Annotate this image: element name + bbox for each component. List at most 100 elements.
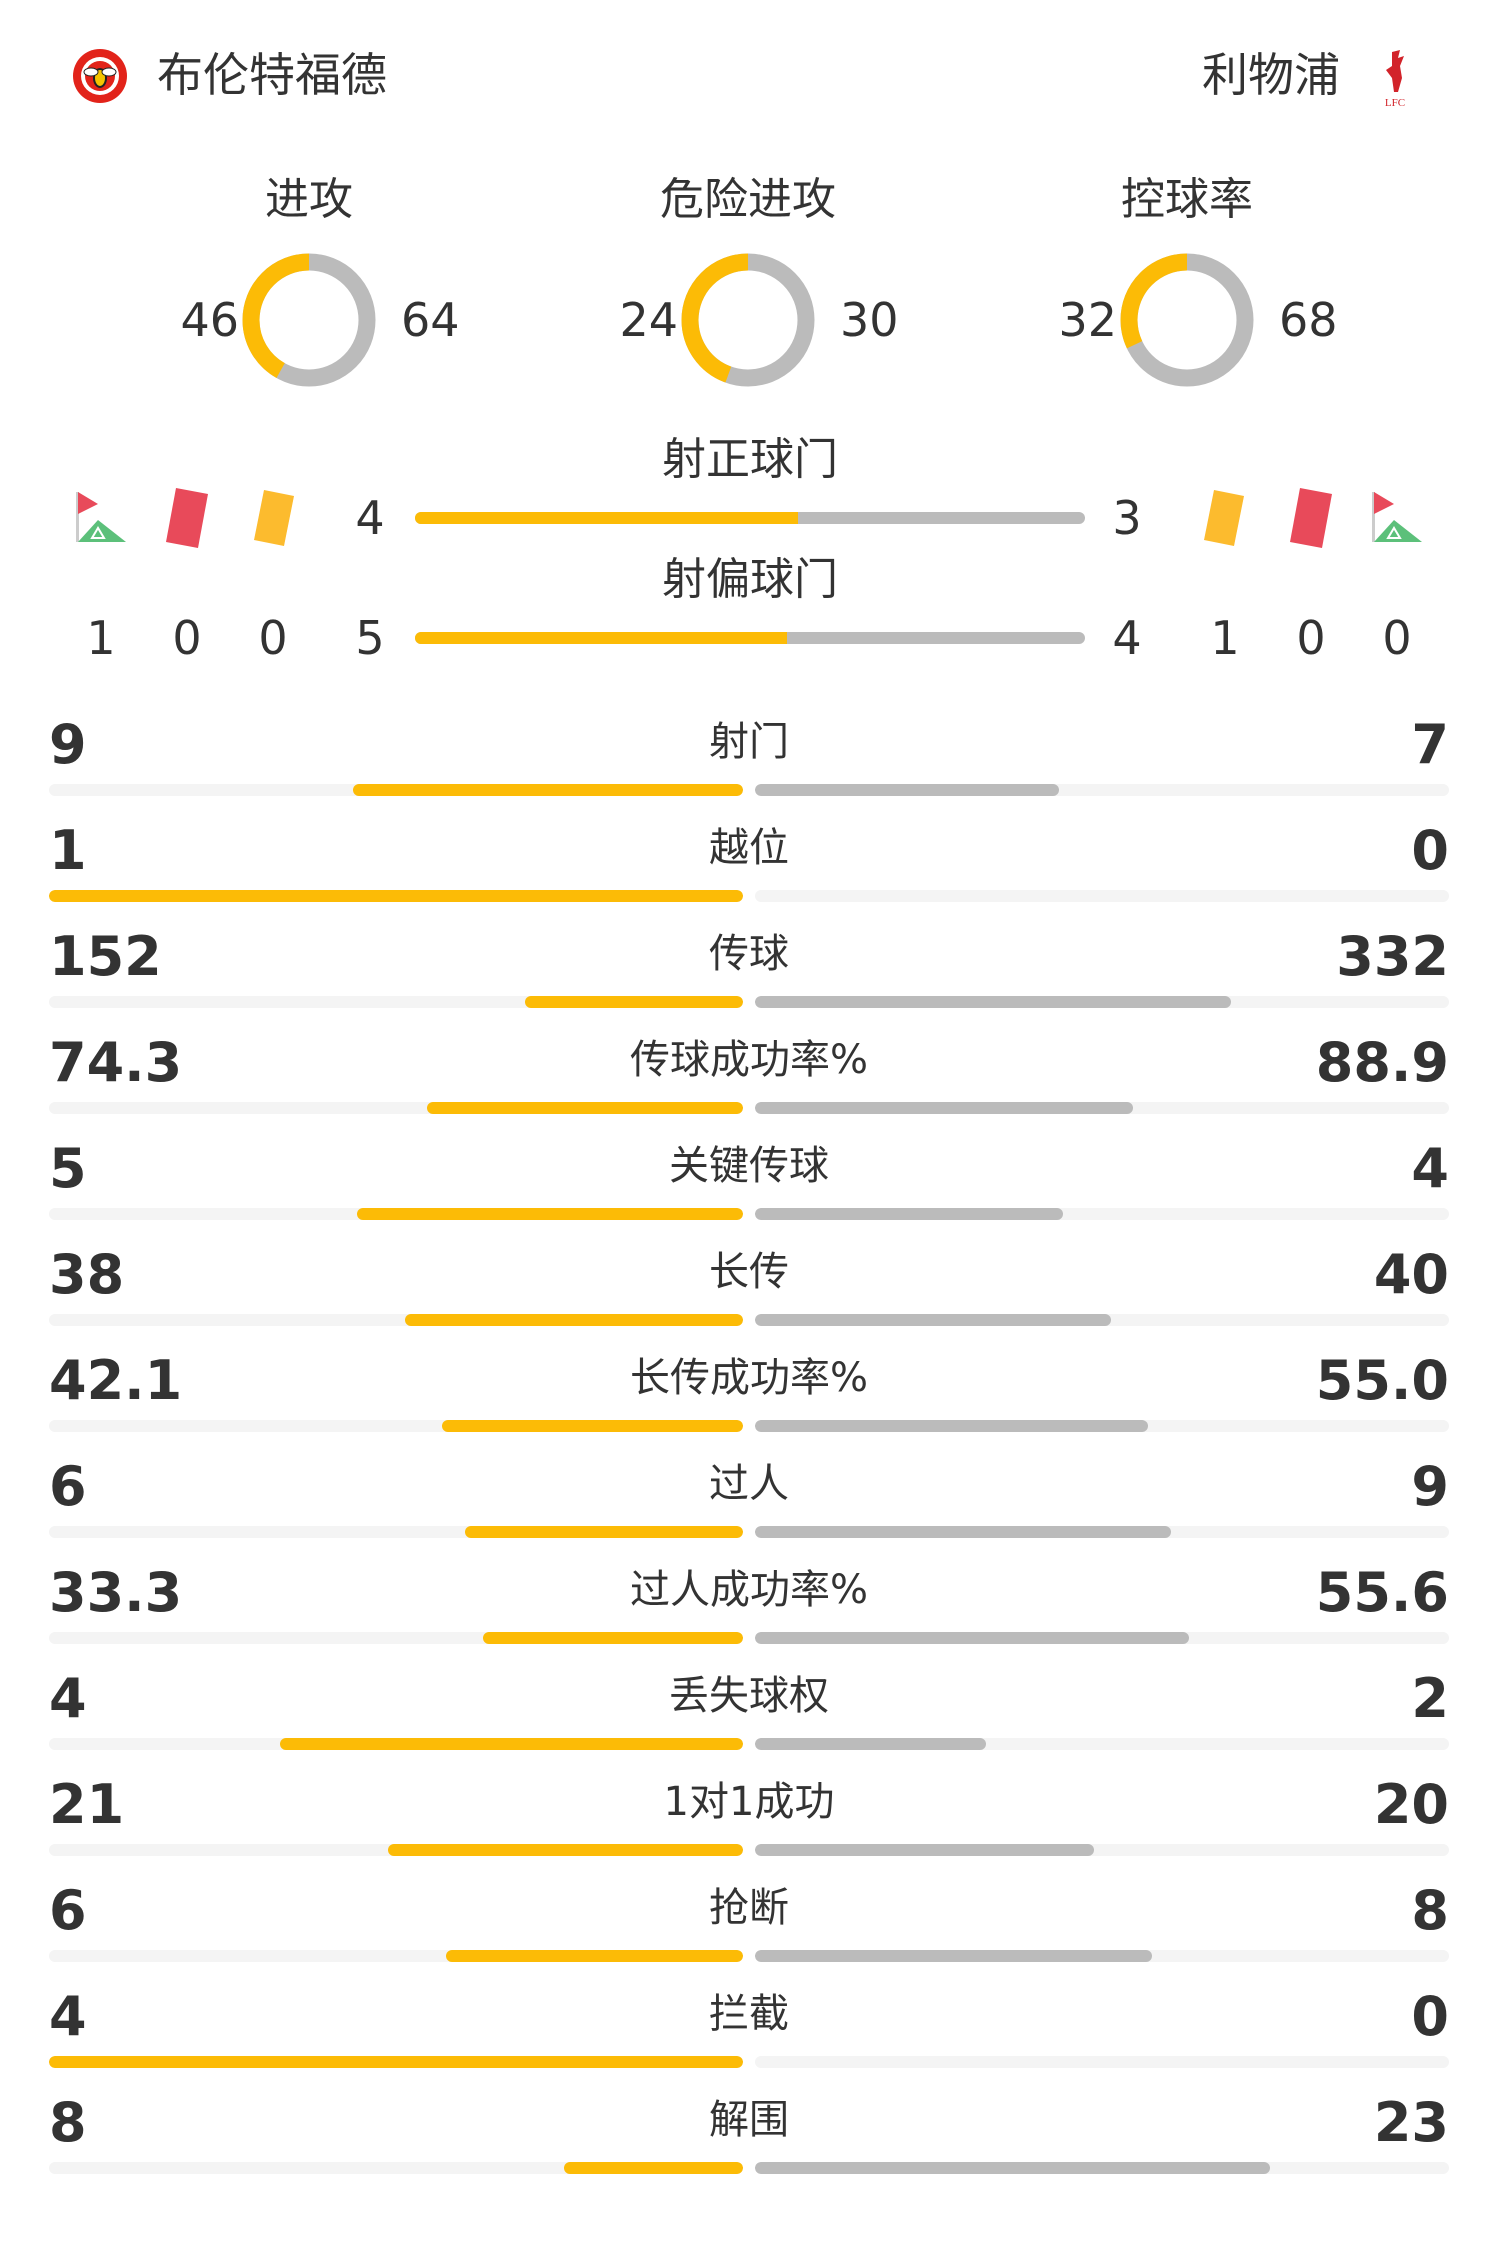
stat-label: 传球 (709, 931, 789, 977)
home-corners-count: 1 (86, 611, 116, 665)
shots-on-target-bar (415, 512, 1085, 524)
donut-away-value: 68 (1279, 293, 1338, 347)
stat-away-track (755, 1950, 1449, 1962)
stat-away-bar (755, 1314, 1111, 1326)
donut-chart (1120, 253, 1254, 387)
stat-away-bar (755, 784, 1059, 796)
stat-home-value: 6 (49, 1879, 87, 1942)
away-yellow-card-icon (1200, 488, 1248, 552)
donut-title: 危险进攻 (660, 174, 836, 225)
stat-label: 解围 (709, 2097, 789, 2143)
donut-home-arc (242, 253, 376, 387)
stat-label: 过人成功率% (629, 1567, 868, 1613)
stat-away-value: 55.0 (1315, 1349, 1449, 1412)
stat-home-value: 9 (49, 713, 87, 776)
stat-away-track (755, 1738, 1449, 1750)
stat-row: 42.1 长传成功率% 55.0 (49, 1346, 1449, 1452)
stat-away-value: 0 (1411, 819, 1449, 882)
stat-label: 丢失球权 (669, 1673, 829, 1719)
stat-home-track (49, 784, 743, 796)
home-corner-icon (74, 490, 128, 548)
stat-away-value: 9 (1411, 1455, 1449, 1518)
stat-row: 21 1对1成功 20 (49, 1770, 1449, 1876)
donut-title: 控球率 (1121, 174, 1253, 225)
stat-row: 152 传球 332 (49, 922, 1449, 1028)
stat-away-track (755, 2056, 1449, 2068)
donut-home-value: 46 (180, 293, 239, 347)
donut-away-value: 64 (401, 293, 460, 347)
stat-row: 8 解围 23 (49, 2088, 1449, 2194)
stat-home-track (49, 1102, 743, 1114)
shots-on-target-home-fill (415, 512, 798, 524)
stat-away-track (755, 996, 1449, 1008)
shots-off-target-home-fill (415, 632, 788, 644)
stat-home-bar (280, 1738, 743, 1750)
stat-home-track (49, 1314, 743, 1326)
stat-away-value: 8 (1411, 1879, 1449, 1942)
stat-label: 传球成功率% (629, 1037, 868, 1083)
shots-off-target-bar (415, 632, 1085, 644)
stat-home-bar (49, 2056, 743, 2068)
stat-home-value: 74.3 (49, 1031, 183, 1094)
donut-chart (681, 253, 815, 387)
stat-label: 射门 (709, 719, 789, 765)
stat-away-track (755, 784, 1449, 796)
donut-home-arc (1120, 253, 1254, 387)
stat-away-track (755, 1632, 1449, 1644)
stat-home-track (49, 1844, 743, 1856)
donut-home-arc (681, 253, 815, 387)
stat-home-bar (445, 1950, 743, 1962)
stat-home-value: 42.1 (49, 1349, 183, 1412)
stat-label: 1对1成功 (663, 1779, 835, 1825)
stat-label: 抢断 (709, 1885, 789, 1931)
stat-label: 拦截 (709, 1991, 789, 2037)
stat-away-bar (755, 1526, 1172, 1538)
stat-away-value: 7 (1411, 713, 1449, 776)
stat-row: 5 关键传球 4 (49, 1134, 1449, 1240)
stat-away-bar (755, 2162, 1270, 2174)
donut-home-value: 24 (619, 293, 678, 347)
stat-home-bar (442, 1420, 743, 1432)
stat-away-track (755, 1844, 1449, 1856)
stat-away-value: 88.9 (1315, 1031, 1449, 1094)
stat-away-value: 40 (1373, 1243, 1449, 1306)
stat-home-bar (465, 1526, 743, 1538)
home-team-name[interactable]: 布伦特福德 (157, 48, 387, 102)
stat-away-bar (755, 1950, 1152, 1962)
stat-row: 6 过人 9 (49, 1452, 1449, 1558)
stat-home-value: 21 (49, 1773, 125, 1836)
brentford-logo-icon (72, 48, 128, 104)
stat-home-value: 152 (49, 925, 162, 988)
stat-row: 33.3 过人成功率% 55.6 (49, 1558, 1449, 1664)
stat-home-value: 4 (49, 1985, 87, 2048)
stat-home-value: 4 (49, 1667, 87, 1730)
stat-away-track (755, 1526, 1449, 1538)
stat-away-bar (755, 1844, 1094, 1856)
stat-home-track (49, 2056, 743, 2068)
stat-label: 长传成功率% (629, 1355, 868, 1401)
stat-home-bar (563, 2162, 743, 2174)
stat-away-track (755, 1102, 1449, 1114)
stat-row: 1 越位 0 (49, 816, 1449, 922)
stat-home-bar (49, 890, 743, 902)
stat-home-value: 38 (49, 1243, 125, 1306)
stat-row: 38 长传 40 (49, 1240, 1449, 1346)
stat-away-bar (755, 1632, 1190, 1644)
stat-away-bar (755, 1420, 1149, 1432)
stat-home-bar (525, 996, 743, 1008)
stat-home-track (49, 1738, 743, 1750)
stat-home-track (49, 996, 743, 1008)
stat-home-bar (387, 1844, 743, 1856)
donut-home-value: 32 (1058, 293, 1117, 347)
shots-off-target-away: 4 (1112, 611, 1142, 665)
away-team-name[interactable]: 利物浦 (1202, 48, 1340, 102)
liverpool-logo-icon: LFC (1372, 48, 1418, 109)
stat-away-bar (755, 996, 1232, 1008)
home-red-card-icon (162, 486, 212, 554)
stat-away-track (755, 890, 1449, 902)
stat-home-value: 33.3 (49, 1561, 183, 1624)
stat-home-track (49, 1526, 743, 1538)
stat-row: 74.3 传球成功率% 88.9 (49, 1028, 1449, 1134)
stat-home-bar (483, 1632, 743, 1644)
stat-label: 关键传球 (669, 1143, 829, 1189)
